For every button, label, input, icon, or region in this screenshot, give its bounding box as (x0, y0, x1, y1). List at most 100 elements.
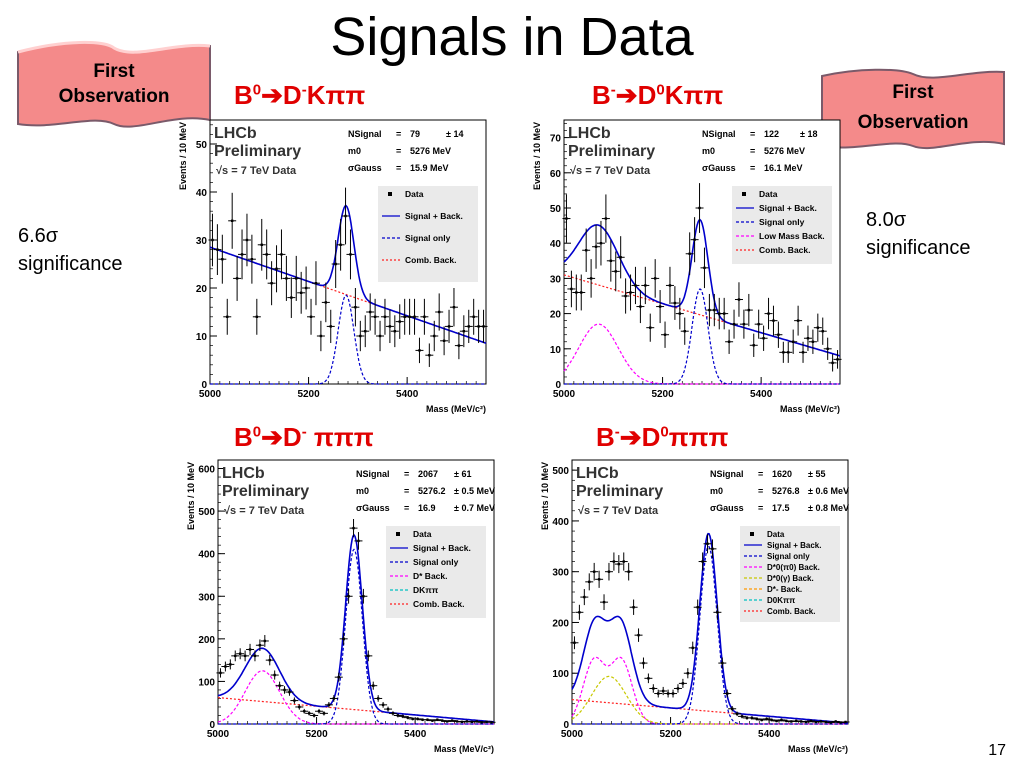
data-point (661, 689, 665, 693)
legend-entry: Comb. Back. (744, 607, 815, 616)
banner-line1: First (93, 61, 135, 82)
legend-label: Comb. Back. (405, 255, 457, 265)
data-point (442, 339, 446, 342)
data-point (423, 315, 426, 318)
fit-stat-eq: = (750, 163, 755, 173)
data-point (381, 703, 385, 707)
x-tick-label: 5000 (199, 389, 222, 400)
y-tick-label: 60 (550, 169, 562, 180)
data-point (349, 253, 352, 256)
data-point (816, 326, 820, 329)
data-point (604, 217, 608, 220)
legend-label: Low Mass Back. (759, 231, 825, 241)
signal-only-curve (210, 294, 486, 385)
data-point (617, 562, 621, 566)
data-point (578, 611, 581, 614)
data-point (372, 684, 375, 687)
data-point (584, 249, 588, 252)
data-point (735, 712, 739, 716)
significance-word: significance (866, 237, 971, 259)
mass-plot-bminus-d0pipipi: 0 100 200 300 400 500 5000 5200 5400 Mass (MeV/c²… (538, 452, 856, 760)
data-point (309, 315, 313, 318)
data-point (457, 344, 461, 347)
legend-label: D*0(π0) Back. (767, 563, 820, 572)
data-point (727, 340, 731, 343)
data-point (782, 351, 785, 354)
data-point (401, 715, 405, 718)
data-point (594, 245, 598, 248)
banner-line1: First (892, 82, 934, 103)
data-point (657, 692, 660, 695)
fit-stat-name: NSignal (348, 129, 382, 139)
data-point (445, 720, 449, 723)
data-point (362, 595, 365, 598)
fit-stat-row: σGauss = 16.9 ± 0.7 MeV (356, 503, 495, 513)
data-point (701, 560, 704, 563)
legend-marker-data (750, 532, 754, 536)
data-point (418, 349, 421, 352)
fit-stat-name: m0 (356, 486, 369, 496)
data-point (342, 637, 345, 641)
data-point (658, 305, 662, 308)
data-point (580, 291, 583, 294)
data-point (357, 539, 360, 543)
data-point (275, 267, 278, 270)
fit-stat-error: ± 61 (454, 469, 471, 479)
mass-plot-b0-dpipipi: 0 100 200 300 400 500 600 5000 5200 5400 Mass (MeV… (184, 452, 502, 760)
fit-stat-row: NSignal = 79 ± 14 (348, 129, 463, 139)
legend-label: Signal + Back. (767, 541, 821, 550)
y-tick-label: 100 (198, 677, 215, 688)
fit-stat-value: 16.1 MeV (764, 163, 803, 173)
data-point (752, 344, 755, 347)
data-point (250, 258, 254, 261)
y-axis-label: Events / 10 MeV (540, 462, 550, 530)
data-point (324, 301, 328, 304)
low-mass-background-curve (563, 323, 840, 385)
data-point (347, 595, 350, 598)
data-point (216, 248, 219, 251)
fit-stat-eq: = (758, 486, 763, 496)
fit-stat-name: NSignal (356, 469, 390, 479)
y-axis-label: Events / 10 MeV (532, 122, 542, 190)
decay-daughter-charge: - (301, 423, 307, 441)
data-point (819, 720, 823, 723)
decay-daughter: D (282, 80, 302, 110)
x-tick-label: 5400 (758, 729, 781, 740)
data-point (785, 719, 788, 723)
legend-label: D* Back. (413, 571, 448, 581)
data-point (693, 238, 696, 241)
legend-entry: DKππ (390, 585, 439, 595)
decay-parent-charge: - (614, 423, 620, 441)
data-point (791, 340, 795, 343)
data-point (836, 358, 839, 361)
data-point (804, 720, 808, 724)
data-point (334, 262, 337, 266)
legend-entry: D*0(π0) Back. (744, 563, 820, 572)
data-point (821, 330, 824, 333)
data-point (691, 646, 694, 650)
fit-stat-name: m0 (702, 146, 715, 156)
y-tick-label: 50 (196, 140, 208, 151)
fit-stat-error: ± 14 (446, 129, 463, 139)
significance-right: 8.0σ significance (866, 206, 971, 262)
decay-daughter-charge: 0 (656, 81, 665, 99)
legend-entry: Comb. Back. (390, 599, 465, 609)
legend-entry: Signal only (744, 552, 810, 561)
data-point (627, 570, 630, 573)
data-point (718, 312, 721, 315)
y-tick-label: 200 (198, 635, 215, 646)
data-point (467, 325, 470, 328)
data-point (388, 325, 392, 328)
y-tick-label: 500 (198, 507, 215, 518)
data-point (226, 315, 229, 318)
data-point (235, 277, 239, 280)
decay-products: πππ (668, 422, 729, 452)
y-tick-label: 0 (563, 720, 569, 731)
legend-label: Signal only (759, 217, 805, 227)
data-point (263, 639, 267, 643)
data-point (671, 692, 675, 695)
signal-only-curve (572, 546, 848, 725)
decay-daughter-charge: 0 (660, 423, 669, 441)
data-point (295, 277, 298, 280)
data-point (742, 322, 746, 326)
